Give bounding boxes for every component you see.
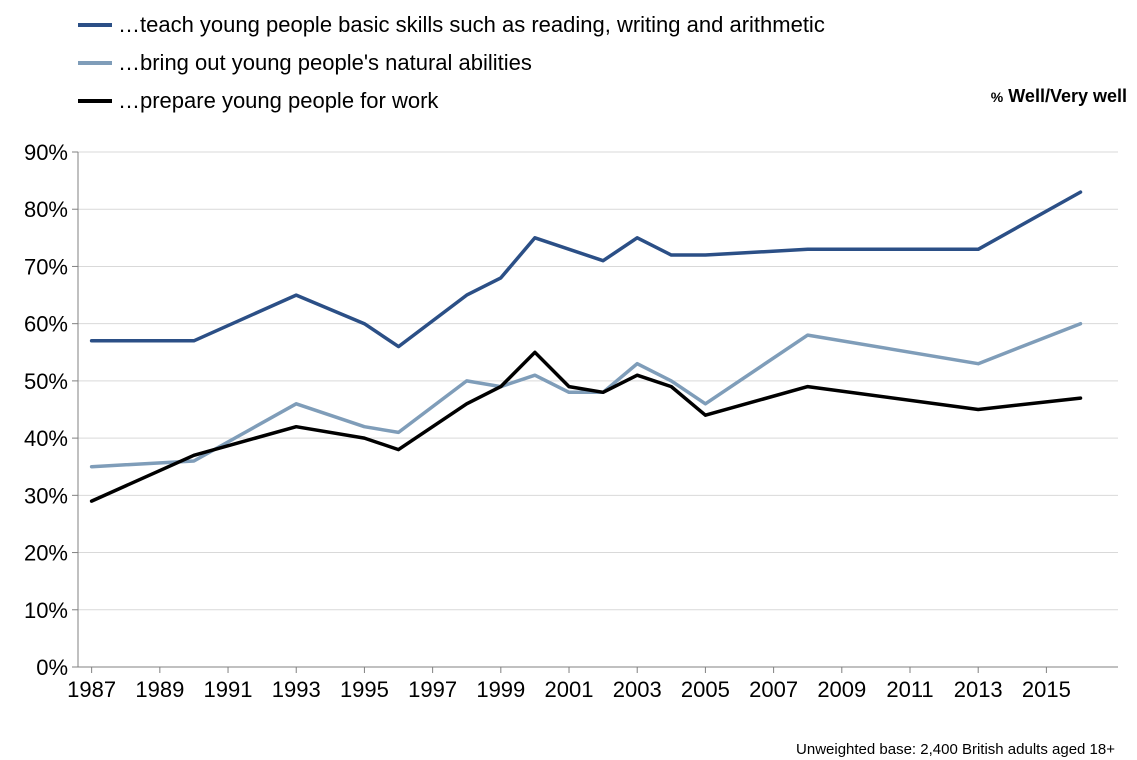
y-tick-label: 30% bbox=[24, 483, 68, 508]
axes bbox=[72, 151, 1118, 673]
x-tick-label: 1993 bbox=[272, 677, 321, 702]
series-line-2 bbox=[89, 321, 1083, 469]
base-note: Unweighted base: 2,400 British adults ag… bbox=[796, 741, 1115, 758]
legend-item-basic-skills: …teach young people basic skills such as… bbox=[78, 6, 825, 44]
x-tick-label: 1987 bbox=[67, 677, 116, 702]
measure-label: Well/Very well bbox=[1008, 86, 1127, 106]
y-tick-label: 10% bbox=[24, 598, 68, 623]
x-tick-label: 1989 bbox=[135, 677, 184, 702]
y-tick-label: 40% bbox=[24, 426, 68, 451]
y-tick-labels: 0% 10% 20% 30% 40% 50% 60% 70% 80% 90% bbox=[24, 140, 68, 680]
y-tick-label: 80% bbox=[24, 197, 68, 222]
x-tick-label: 1999 bbox=[476, 677, 525, 702]
x-tick-label: 2001 bbox=[545, 677, 594, 702]
x-tick-label: 2011 bbox=[886, 677, 933, 702]
x-tick-label: 2005 bbox=[681, 677, 730, 702]
x-tick-label: 2007 bbox=[749, 677, 798, 702]
y-tick-label: 20% bbox=[24, 541, 68, 566]
series-line-3 bbox=[89, 350, 1083, 503]
y-tick-label: 50% bbox=[24, 369, 68, 394]
legend-item-prepare-for-work: …prepare young people for work bbox=[78, 82, 825, 120]
measure-prefix: % bbox=[990, 89, 1004, 105]
y-tick-label: 70% bbox=[24, 254, 68, 279]
x-tick-labels: 1987 1989 1991 1993 1995 1997 1999 2001 2003 2005… bbox=[67, 677, 1071, 702]
x-tick-label: 2009 bbox=[817, 677, 866, 702]
series-line-1 bbox=[89, 190, 1083, 349]
x-tick-label: 2015 bbox=[1022, 677, 1071, 702]
gridlines bbox=[78, 151, 1118, 611]
legend-label: …bring out young people's natural abilit… bbox=[118, 50, 532, 75]
legend-item-natural-abilities: …bring out young people's natural abilit… bbox=[78, 44, 825, 82]
legend-label: …teach young people basic skills such as… bbox=[118, 12, 825, 37]
legend-label: …prepare young people for work bbox=[118, 88, 439, 113]
legend-swatch bbox=[78, 23, 112, 27]
chart-legend: …teach young people basic skills such as… bbox=[78, 6, 825, 120]
legend-swatch bbox=[78, 61, 112, 65]
x-tick-label: 1997 bbox=[408, 677, 457, 702]
x-tick-label: 2003 bbox=[613, 677, 662, 702]
legend-swatch bbox=[78, 99, 112, 103]
x-tick-label: 1995 bbox=[340, 677, 389, 702]
series-lines bbox=[89, 190, 1083, 503]
x-tick-label: 1991 bbox=[204, 677, 253, 702]
x-tick-label: 2013 bbox=[954, 677, 1003, 702]
y-tick-label: 0% bbox=[36, 655, 68, 680]
y-tick-label: 90% bbox=[24, 140, 68, 165]
y-tick-label: 60% bbox=[24, 312, 68, 337]
measure-note: % Well/Very well bbox=[991, 86, 1127, 107]
